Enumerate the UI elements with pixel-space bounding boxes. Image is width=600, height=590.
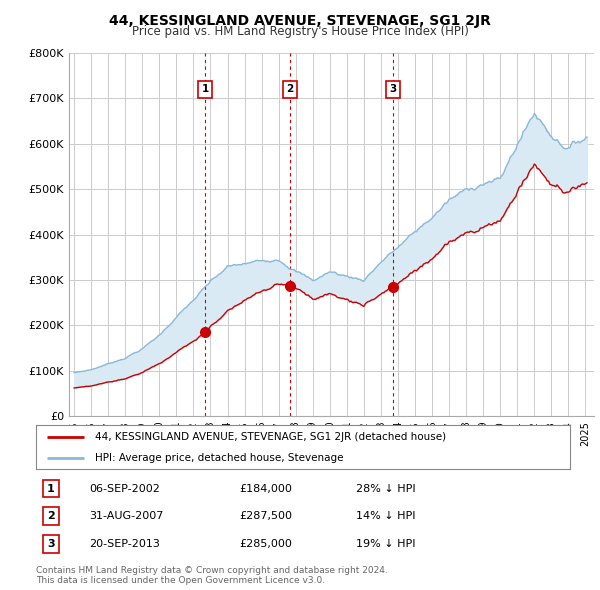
Text: 44, KESSINGLAND AVENUE, STEVENAGE, SG1 2JR: 44, KESSINGLAND AVENUE, STEVENAGE, SG1 2… (109, 14, 491, 28)
Text: 20-SEP-2013: 20-SEP-2013 (89, 539, 160, 549)
Text: £184,000: £184,000 (239, 484, 292, 493)
Text: £285,000: £285,000 (239, 539, 292, 549)
Text: Price paid vs. HM Land Registry's House Price Index (HPI): Price paid vs. HM Land Registry's House … (131, 25, 469, 38)
Text: 28% ↓ HPI: 28% ↓ HPI (356, 484, 416, 493)
Text: 1: 1 (202, 84, 209, 94)
Text: Contains HM Land Registry data © Crown copyright and database right 2024.
This d: Contains HM Land Registry data © Crown c… (36, 566, 388, 585)
Text: 19% ↓ HPI: 19% ↓ HPI (356, 539, 416, 549)
Text: 44, KESSINGLAND AVENUE, STEVENAGE, SG1 2JR (detached house): 44, KESSINGLAND AVENUE, STEVENAGE, SG1 2… (95, 432, 446, 442)
Text: 06-SEP-2002: 06-SEP-2002 (89, 484, 160, 493)
Text: 2: 2 (47, 511, 55, 521)
Text: 2: 2 (286, 84, 293, 94)
Text: HPI: Average price, detached house, Stevenage: HPI: Average price, detached house, Stev… (95, 453, 343, 463)
Text: 1: 1 (47, 484, 55, 493)
Text: £287,500: £287,500 (239, 511, 292, 521)
Text: 3: 3 (389, 84, 397, 94)
Text: 3: 3 (47, 539, 55, 549)
Text: 14% ↓ HPI: 14% ↓ HPI (356, 511, 416, 521)
Text: 31-AUG-2007: 31-AUG-2007 (89, 511, 164, 521)
